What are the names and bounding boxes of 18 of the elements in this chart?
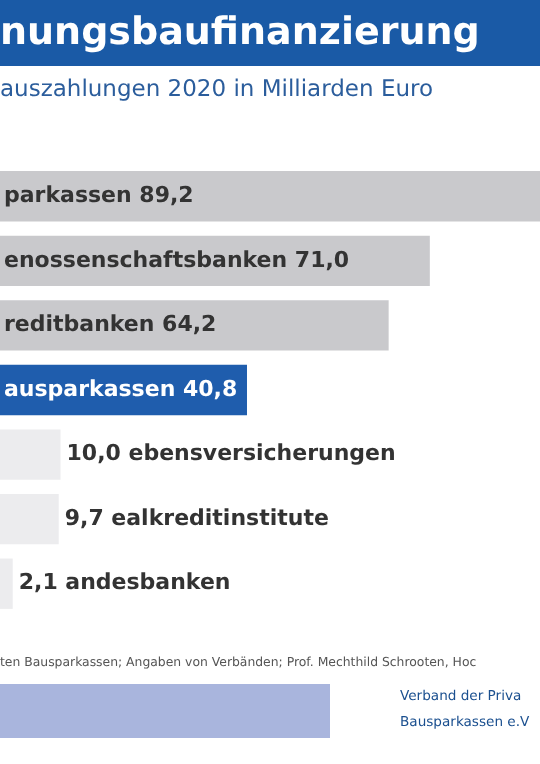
data-label: 2,1: [18, 569, 58, 596]
data-label: 40,8: [182, 375, 238, 402]
y-tick-label: ausparkassen: [4, 375, 176, 402]
chart-subtitle: auszahlungen 2020 in Milliarden Euro: [0, 74, 434, 102]
y-tick-label: parkassen: [4, 182, 132, 208]
y-tick-label: enossenschaftsbanken: [4, 246, 288, 273]
data-label: 64,2: [162, 311, 217, 338]
chart-title: nungsbaufinanzierung: [0, 0, 540, 66]
y-tick-label: reditbanken: [4, 311, 155, 338]
y-tick-label: ealkreditinstitute: [111, 504, 329, 531]
bar: [0, 171, 540, 222]
y-tick-label: ebensversicherungen: [128, 440, 396, 467]
data-label: 9,7: [64, 504, 104, 531]
data-label: 10,0: [66, 440, 122, 467]
data-label: 71,0: [294, 246, 350, 273]
bar: [0, 300, 389, 351]
data-label: 89,2: [139, 182, 194, 208]
y-tick-label: andesbanken: [65, 569, 231, 596]
